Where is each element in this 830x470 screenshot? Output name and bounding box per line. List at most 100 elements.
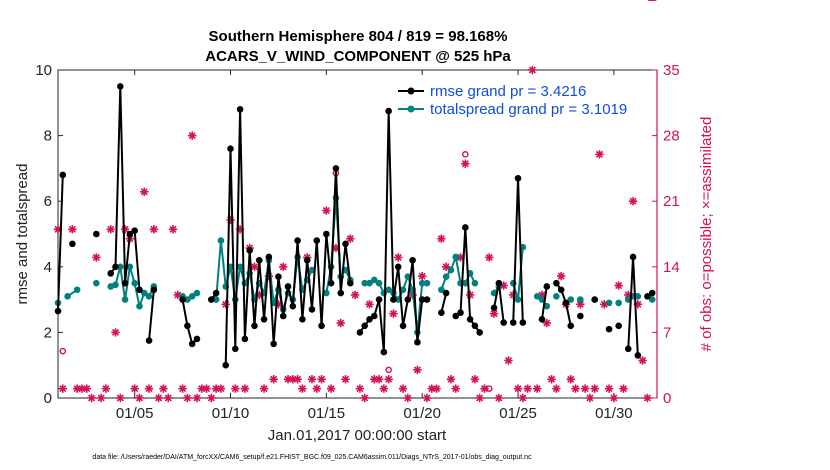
right-y-axis-ticks: 0 7 14 21 28 35: [652, 62, 680, 407]
left-y-tick-label: 0: [44, 390, 52, 407]
obs-assimilated-marker: [643, 393, 652, 403]
obs-possible-marker: [462, 151, 469, 158]
rmse-point: [476, 329, 483, 336]
obs-assimilated-marker: [413, 365, 422, 375]
rmse-point: [562, 299, 570, 307]
obs-assimilated-marker: [379, 384, 389, 393]
x-tick-label: 01/05: [116, 405, 154, 422]
spread-point: [447, 266, 455, 274]
obs-assimilated-marker: [178, 384, 187, 393]
x-tick-label: 01/15: [308, 405, 346, 422]
rmse-point: [342, 240, 349, 248]
obs-assimilated-marker: [202, 384, 211, 393]
spread-point: [533, 293, 541, 300]
spread-point: [634, 293, 642, 300]
obs-assimilated-marker: [341, 375, 350, 384]
obs-assimilated-marker: [552, 384, 561, 393]
obs-assimilated-marker: [422, 393, 432, 403]
rmse-point: [629, 253, 637, 261]
obs-assimilated-marker: [192, 393, 202, 403]
rmse-point: [409, 256, 416, 264]
rmse-point: [385, 107, 392, 115]
obs-assimilated-marker: [68, 225, 77, 234]
spread-point: [462, 279, 469, 287]
obs-assimilated-marker: [240, 384, 250, 393]
spread-point: [418, 279, 426, 287]
obs-assimilated-marker: [542, 318, 551, 328]
rmse-point: [361, 322, 368, 330]
rmse-point: [150, 286, 158, 294]
spread-point: [375, 279, 383, 287]
legend-rmse-label: rmse grand pr = 3.4216: [430, 83, 586, 100]
spread-point: [140, 289, 148, 297]
obs-assimilated-marker: [259, 384, 269, 393]
obs-assimilated-marker: [355, 384, 365, 393]
obs-assimilated-marker: [183, 393, 192, 403]
obs-assimilated-marker: [394, 253, 403, 262]
obs-assimilated-marker: [231, 384, 240, 393]
spread-point: [615, 299, 622, 307]
spread-point: [438, 286, 445, 294]
rmse-point: [567, 322, 575, 330]
obs-assimilated-marker: [279, 262, 288, 271]
rmse-point: [126, 230, 134, 238]
obs-assimilated-marker: [528, 65, 537, 75]
rmse-point: [577, 312, 584, 320]
obs-possible-marker: [485, 385, 493, 392]
rmse-point: [495, 279, 503, 287]
obs-assimilated-marker: [384, 375, 393, 384]
chart-title-line2: ACARS_V_WIND_COMPONENT @ 525 hPa: [205, 48, 511, 65]
rmse-point: [208, 296, 215, 303]
obs-assimilated-marker: [619, 384, 628, 393]
right-y-tick-label: 35: [663, 62, 680, 79]
rmse-point: [490, 304, 498, 312]
rmse-point: [462, 224, 469, 231]
rmse-point: [323, 230, 330, 238]
obs-assimilated-marker: [87, 393, 96, 403]
rmse-point: [538, 315, 546, 323]
rmse-point: [380, 348, 388, 356]
obs-assimilated-marker: [168, 225, 178, 234]
rmse-point: [370, 312, 378, 320]
obs-assimilated-marker: [101, 384, 111, 393]
x-tick-label: 01/10: [212, 405, 250, 422]
obs-assimilated-marker: [585, 393, 595, 403]
rmse-point: [54, 307, 62, 315]
obs-assimilated-marker: [513, 384, 523, 393]
rmse-point: [605, 325, 613, 333]
obs-assimilated-marker: [595, 150, 604, 159]
spread-point: [64, 293, 71, 300]
obs-assimilated-marker: [130, 384, 139, 393]
rmse-line-segment: [148, 289, 155, 341]
obs-assimilated-marker: [451, 384, 460, 393]
spread-point: [567, 296, 575, 303]
spread-point: [605, 299, 613, 307]
left-y-tick-label: 2: [44, 324, 52, 341]
obs-assimilated-marker: [494, 393, 504, 403]
obs-assimilated-marker: [437, 234, 446, 243]
obs-assimilated-marker: [533, 384, 542, 393]
rmse-point: [471, 322, 479, 330]
obs-assimilated-marker: [317, 375, 326, 384]
rmse-point: [246, 247, 253, 254]
rmse-point: [327, 279, 335, 287]
obs-assimilated-marker: [106, 225, 115, 234]
rmse-point: [514, 174, 522, 182]
obs-assimilated-marker: [518, 393, 528, 403]
obs-assimilated-marker: [475, 393, 484, 403]
rmse-point: [624, 345, 632, 353]
spread-point: [577, 296, 584, 303]
rmse-point: [188, 340, 196, 348]
rmse-point: [260, 315, 268, 323]
obs-assimilated-marker: [580, 384, 590, 393]
right-y-tick-label: 0: [663, 390, 671, 407]
rmse-point: [279, 312, 287, 320]
rmse-point: [509, 319, 517, 326]
rmse-point: [112, 263, 119, 271]
obs-assimilated-marker: [293, 375, 302, 384]
rmse-line-segment: [181, 299, 198, 345]
obs-assimilated-marker: [432, 384, 441, 393]
legend-spread-marker: [407, 105, 415, 113]
rmse-point: [313, 237, 321, 244]
obs-assimilated-marker: [566, 375, 575, 384]
